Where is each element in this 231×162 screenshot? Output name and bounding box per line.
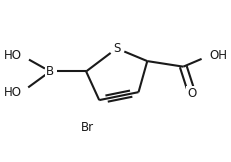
Text: HO: HO: [4, 49, 22, 62]
Text: O: O: [187, 87, 196, 100]
Text: S: S: [112, 42, 120, 55]
Text: HO: HO: [4, 86, 22, 99]
Text: Br: Br: [80, 121, 93, 134]
Text: B: B: [46, 65, 54, 78]
Text: OH: OH: [209, 49, 227, 62]
